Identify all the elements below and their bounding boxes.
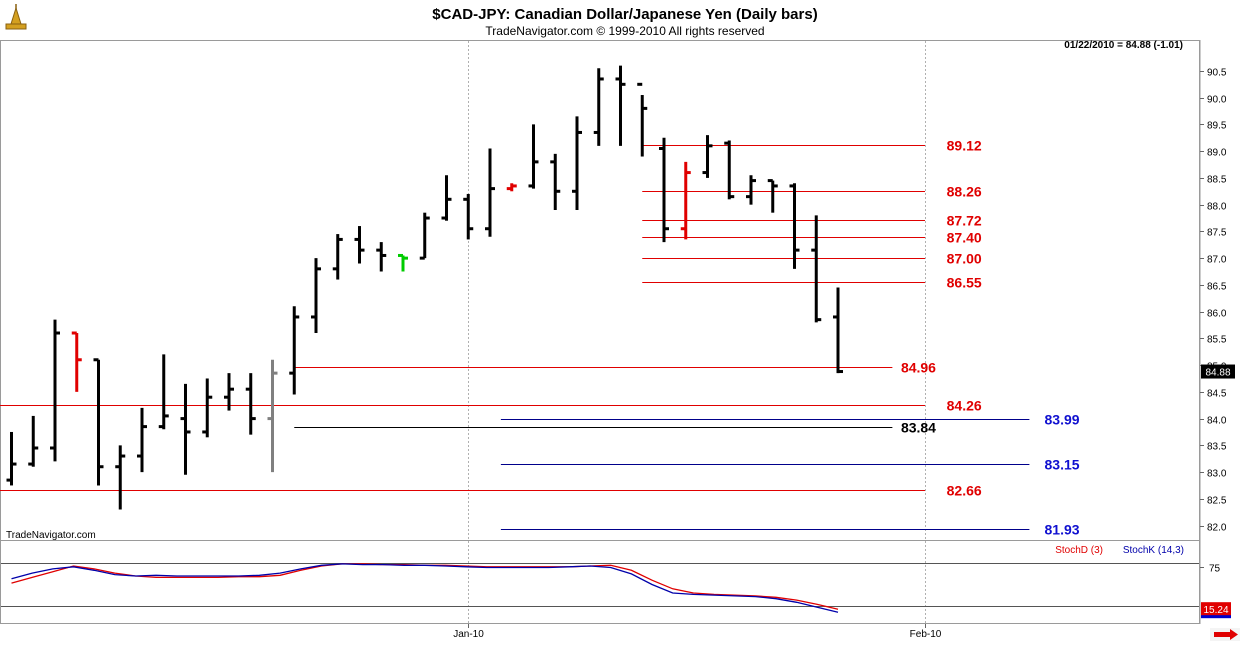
- ohlc-bar: [659, 137, 669, 243]
- level-label: 82.66: [947, 483, 982, 499]
- price-axis: 90.5 90.0 89.5 89.0 88.5 88.0 87.5 87.0 86.5 86.0…: [1200, 68, 1235, 534]
- ohlc-bar: [485, 148, 495, 237]
- stoch-tick-label: 75: [1209, 564, 1221, 575]
- stoch-d-line: [11, 563, 839, 610]
- ohlc-bar: [267, 359, 278, 473]
- stoch-d-last-label: 15.24: [1203, 605, 1228, 616]
- level-label: 83.99: [1045, 412, 1080, 428]
- ohlc-bar: [289, 306, 300, 395]
- level-label: 81.93: [1045, 522, 1080, 538]
- level-label: 89.12: [947, 138, 982, 154]
- level-label: 83.15: [1045, 457, 1080, 473]
- stoch-d-legend: StochD (3): [1055, 545, 1103, 556]
- level-label: 86.55: [947, 275, 982, 291]
- stoch-panel-frame: [0, 540, 1200, 624]
- ohlc-bar: [506, 183, 517, 192]
- ohlc-bar: [50, 319, 60, 462]
- price-tick-label: 84.0: [1207, 416, 1227, 427]
- level-label: 87.00: [947, 251, 982, 267]
- level-label: 84.26: [947, 398, 982, 414]
- stoch-d-last-box: [1201, 602, 1231, 616]
- price-tick-label: 88.0: [1207, 202, 1227, 213]
- ohlc-bar: [158, 354, 169, 430]
- ohlc-bar: [767, 179, 778, 213]
- ohlc-bar: [311, 258, 321, 334]
- price-tick-label: 86.5: [1207, 282, 1227, 293]
- ohlc-bar: [115, 445, 126, 510]
- ohlc-bar: [615, 65, 626, 146]
- ohlc-bar: [746, 175, 756, 205]
- ohlc-bar: [245, 373, 256, 435]
- chart-subtitle: TradeNavigator.com © 1999-2010 All right…: [485, 24, 764, 38]
- stochastic-panel: 75 15.24: [1, 563, 1231, 619]
- ohlc-bar: [441, 175, 452, 221]
- ohlc-bar: [789, 183, 800, 269]
- price-tick-label: 82.5: [1207, 496, 1227, 507]
- price-tick-label: 90.5: [1207, 68, 1227, 79]
- ohlc-bar: [724, 140, 735, 200]
- level-label: 83.84: [901, 420, 936, 436]
- price-tick-label: 82.0: [1207, 523, 1227, 534]
- chart-title: $CAD-JPY: Canadian Dollar/Japanese Yen (…: [432, 6, 817, 23]
- level-label: 88.26: [947, 184, 982, 200]
- vertical-date-gridlines: [468, 41, 926, 624]
- price-tick-label: 83.0: [1207, 469, 1227, 480]
- last-price-box: [1201, 364, 1235, 379]
- ohlc-bar: [550, 153, 561, 211]
- watermark-label: TradeNavigator.com: [6, 530, 96, 541]
- last-quote-readout: 01/22/2010 = 84.88 (-1.01): [1064, 40, 1183, 51]
- ohlc-bar: [332, 234, 343, 280]
- price-bars: [6, 65, 843, 510]
- ohlc-bar: [593, 68, 604, 146]
- ohlc-bar: [811, 215, 822, 323]
- scroll-right-arrow-icon[interactable]: [1210, 628, 1240, 641]
- ohlc-bar: [71, 331, 82, 392]
- price-tick-label: 88.5: [1207, 175, 1227, 186]
- ohlc-bar: [93, 358, 104, 486]
- price-tick-label: 87.0: [1207, 255, 1227, 266]
- date-axis: Jan-10 Feb-10: [453, 624, 942, 640]
- ohlc-bar: [528, 124, 539, 189]
- price-tick-label: 83.5: [1207, 442, 1227, 453]
- ohlc-bar: [572, 116, 582, 211]
- ohlc-bar: [202, 378, 213, 438]
- level-label: 87.72: [947, 213, 982, 229]
- ohlc-bar: [680, 161, 691, 240]
- ohlc-bar: [137, 407, 147, 473]
- price-tick-label: 85.5: [1207, 335, 1227, 346]
- price-tick-label: 86.0: [1207, 309, 1227, 320]
- ohlc-bar: [224, 373, 234, 411]
- ohlc-bar: [354, 226, 365, 264]
- stoch-k-line: [11, 563, 839, 613]
- ohlc-bar: [180, 383, 191, 475]
- ohlc-bar: [637, 82, 648, 157]
- date-tick-label: Feb-10: [910, 629, 942, 640]
- price-tick-label: 90.0: [1207, 95, 1227, 106]
- price-tick-label: 87.5: [1207, 228, 1227, 239]
- navigator-logo-icon: [5, 4, 27, 30]
- level-label: 84.96: [901, 360, 936, 376]
- ohlc-bar: [702, 135, 713, 178]
- ohlc-bar: [463, 193, 474, 240]
- ohlc-bar: [376, 242, 387, 272]
- ohlc-bar: [419, 212, 430, 260]
- ohlc-bar: [398, 253, 408, 272]
- last-price-label: 84.88: [1205, 368, 1230, 379]
- level-label: 87.40: [947, 230, 982, 246]
- date-tick-label: Jan-10: [453, 629, 484, 640]
- price-tick-label: 89.5: [1207, 121, 1227, 132]
- ohlc-bar: [28, 415, 39, 467]
- stoch-k-legend: StochK (14,3): [1123, 545, 1184, 556]
- ohlc-bar: [6, 431, 17, 486]
- price-tick-label: 89.0: [1207, 148, 1227, 159]
- ohlc-bar: [833, 287, 843, 374]
- price-tick-label: 84.5: [1207, 389, 1227, 400]
